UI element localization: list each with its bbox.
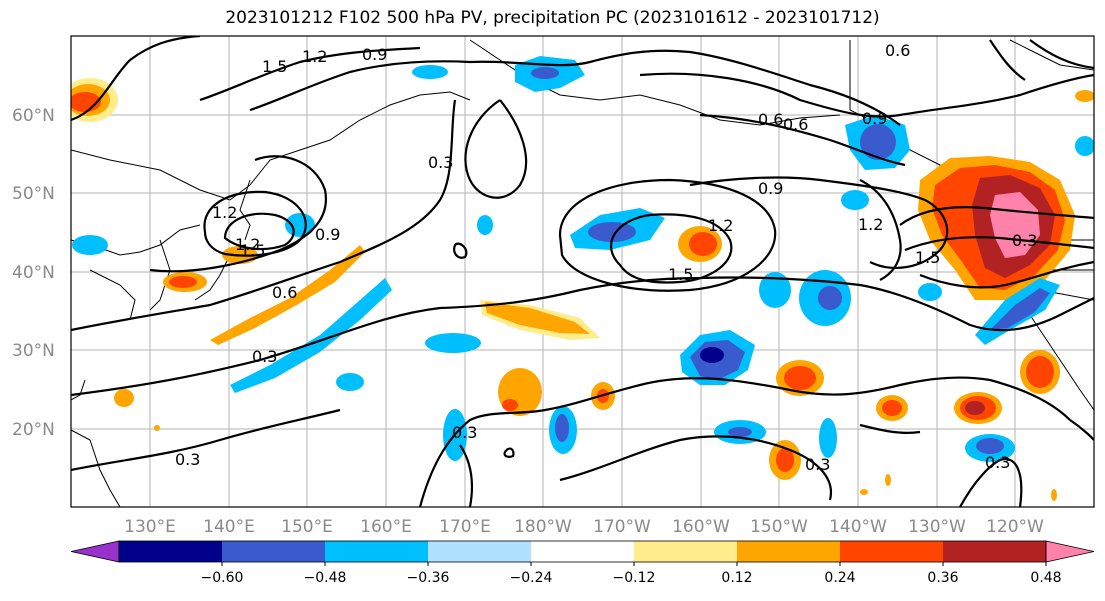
colorbar-tick-label: −0.24 [510,570,553,586]
colorbar-tick-label: 0.36 [927,570,958,586]
colorbar-segment [737,541,841,562]
longitude-labels: 130°E 140°E 150°E 160°E 170°E 180°W 170°… [124,517,1044,537]
contour-label: 0.3 [805,455,830,474]
contour-label: 1.2 [212,203,237,222]
contour-label: 0.3 [428,153,453,172]
lat-label: 50°N [12,184,55,204]
contour-labels: 1.5 1.2 0.9 0.6 0.6 0.3 0.9 1.2 1.5 1.2 … [175,41,1037,474]
colorbar-segment [70,540,120,563]
lat-label: 30°N [12,341,55,361]
colorbar-segment [428,541,532,562]
contour-label: 0.9 [862,109,887,128]
contour-label: 1.5 [915,248,940,267]
colorbar-segment [222,541,326,562]
colorbar-outline [118,540,1047,563]
lon-label: 140°W [829,517,887,537]
contour-label: 1.5 [262,57,287,76]
contour-label: 0.3 [175,450,200,469]
contour-label: 0.6 [885,41,910,60]
lon-label: 170°W [593,517,651,537]
contour-label: 0.9 [758,179,783,198]
contour-label: 0.6 [272,283,297,302]
lon-label: 130°E [124,517,176,537]
contour-label: 1.2 [858,215,883,234]
colorbar-segment [325,541,429,562]
contour-label: 1.2 [708,216,733,235]
precipitation-shading [71,56,1094,501]
map-frame [70,35,1095,508]
lon-label: 170°E [439,517,491,537]
lon-label: 150°E [281,517,333,537]
contour-label: 1.5 [240,241,265,260]
contour-label: 1.2 [302,47,327,66]
colorbar-segment [531,541,635,562]
lon-label: 180°W [514,517,572,537]
colorbar-tick-label: −0.36 [407,570,450,586]
colorbar-tick-label: −0.48 [304,570,347,586]
lon-label: 120°W [986,517,1044,537]
contour-label: 0.3 [252,347,277,366]
colorbar-tick-label: 0.12 [721,570,752,586]
latitude-labels: 60°N 50°N 40°N 30°N 20°N [12,106,55,440]
contour-label: 0.6 [783,115,808,134]
colorbar: −0.60 −0.48 −0.36 −0.24 −0.12 0.12 0.24 0.36 0.4… [70,540,1095,586]
lon-label: 150°W [750,517,808,537]
colorbar-segment [943,541,1047,562]
lat-label: 40°N [12,263,55,283]
contour-label: 0.9 [315,225,340,244]
pv-contours [71,36,1094,507]
lon-label: 140°E [203,517,255,537]
contour-label: 1.5 [668,265,693,284]
contour-label: 0.9 [362,45,387,64]
lon-label: 130°W [908,517,966,537]
colorbar-tick-label: −0.60 [201,570,244,586]
colorbar-segment [119,541,223,562]
colorbar-segment [840,541,944,562]
colorbar-tick-label: 0.24 [824,570,855,586]
contour-label: 0.6 [758,110,783,129]
contour-label: 1.2 [235,235,260,254]
colorbar-tick-label: 0.48 [1030,570,1061,586]
map-title: 2023101212 F102 500 hPa PV, precipitatio… [225,8,880,28]
contour-label: 0.3 [1012,231,1037,250]
lat-label: 60°N [12,106,55,126]
colorbar-segment [634,541,738,562]
lat-label: 20°N [12,420,55,440]
contour-label: 0.3 [452,423,477,442]
contour-label: 0.3 [985,453,1010,472]
lon-label: 160°E [360,517,412,537]
lon-label: 160°W [672,517,730,537]
colorbar-segment [1045,540,1095,563]
colorbar-tick-label: −0.12 [613,570,656,586]
